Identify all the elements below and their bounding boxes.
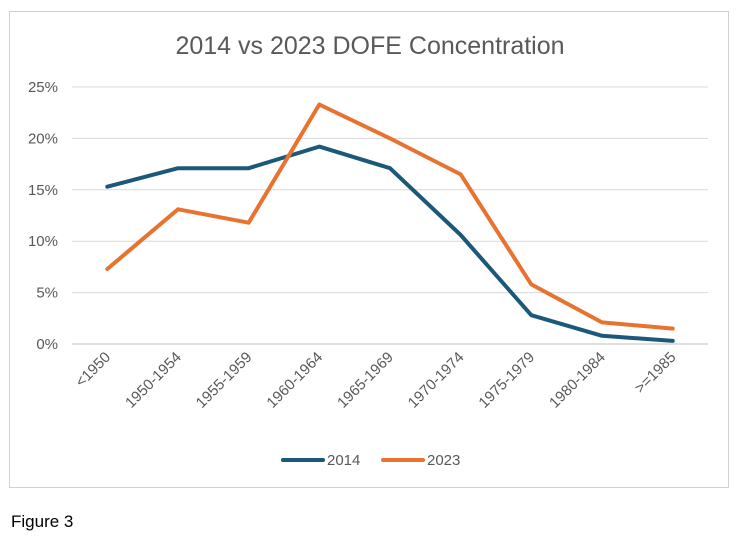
x-tick-label: 1970-1974 — [405, 349, 468, 412]
y-tick-label: 20% — [28, 130, 58, 147]
y-tick-label: 0% — [36, 336, 58, 353]
x-tick-label: 1955-1959 — [193, 349, 256, 412]
y-tick-label: 25% — [28, 79, 58, 96]
x-tick-label: <1950 — [72, 349, 114, 391]
legend-label-2023: 2023 — [427, 452, 460, 469]
line-chart: 0%5%10%15%20%25%<1950 1950-1954 1955-1959 1… — [28, 79, 708, 469]
figure-caption: Figure 3 — [11, 512, 74, 531]
x-tick-label: 1960-1964 — [263, 349, 326, 412]
chart-frame: 2014 vs 2023 DOFE Concentration 0% 5% 10% 1… — [9, 11, 729, 488]
chart-title: 2014 vs 2023 DOFE Concentration — [175, 32, 565, 60]
y-tick-label: 10% — [28, 233, 58, 250]
legend-label-2014: 2014 — [327, 452, 360, 469]
y-tick-label: 5% — [36, 285, 58, 302]
x-tick-label: 1950-1954 — [122, 349, 185, 412]
x-tick-label: 1975-1979 — [475, 349, 538, 412]
y-tick-label: 15% — [28, 182, 58, 199]
x-tick-label: 1980-1984 — [546, 349, 609, 412]
series-line-2023 — [105, 102, 675, 331]
series-line-2014 — [105, 144, 675, 343]
x-tick-label: 1965-1969 — [334, 349, 397, 412]
x-tick-label: >=1985 — [631, 349, 679, 397]
